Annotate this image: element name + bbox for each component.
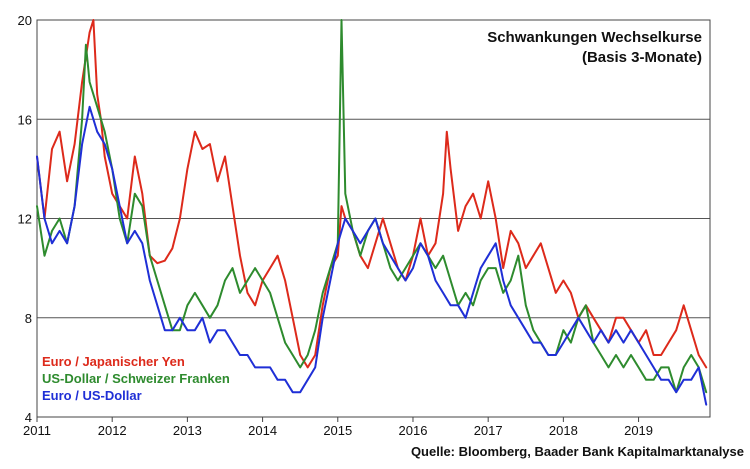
series-line-3 (36, 105, 708, 406)
series-line-1 (36, 19, 708, 369)
y-axis-ticks: 4 8 12 16 20 (18, 13, 32, 425)
chart-title-line-1: Schwankungen Wechselkurse (487, 29, 702, 46)
series-layer (36, 19, 708, 406)
y-tick-label: 4 (25, 410, 32, 425)
x-tick-label: 2013 (173, 423, 202, 438)
chart-title-line-2: (Basis 3-Monate) (582, 49, 702, 66)
x-tick-label: 2018 (549, 423, 578, 438)
x-tick-label: 2019 (624, 423, 653, 438)
x-tick-label: 2012 (98, 423, 127, 438)
series-line-2 (36, 19, 708, 394)
legend-entry-2: US-Dollar / Schweizer Franken (42, 371, 230, 386)
x-tick-label: 2017 (474, 423, 503, 438)
legend-entry-3: Euro / US-Dollar (42, 388, 142, 403)
legend: Euro / Japanischer Yen US-Dollar / Schwei… (42, 354, 230, 403)
x-tick-label: 2014 (248, 423, 277, 438)
y-tick-label: 12 (18, 212, 32, 227)
y-tick-label: 20 (18, 13, 32, 28)
plot-border (36, 19, 711, 418)
source-note: Quelle: Bloomberg, Baader Bank Kapitalma… (411, 444, 744, 459)
x-tick-label: 2011 (23, 423, 51, 438)
y-tick-label: 16 (18, 112, 32, 127)
x-tick-label: 2015 (323, 423, 352, 438)
x-axis-ticks: 2011 2012 2013 2014 2015 2016 2017 2018 2019 (23, 417, 653, 438)
x-tick-label: 2016 (399, 423, 428, 438)
y-tick-label: 8 (25, 311, 32, 326)
legend-entry-1: Euro / Japanischer Yen (42, 354, 185, 369)
